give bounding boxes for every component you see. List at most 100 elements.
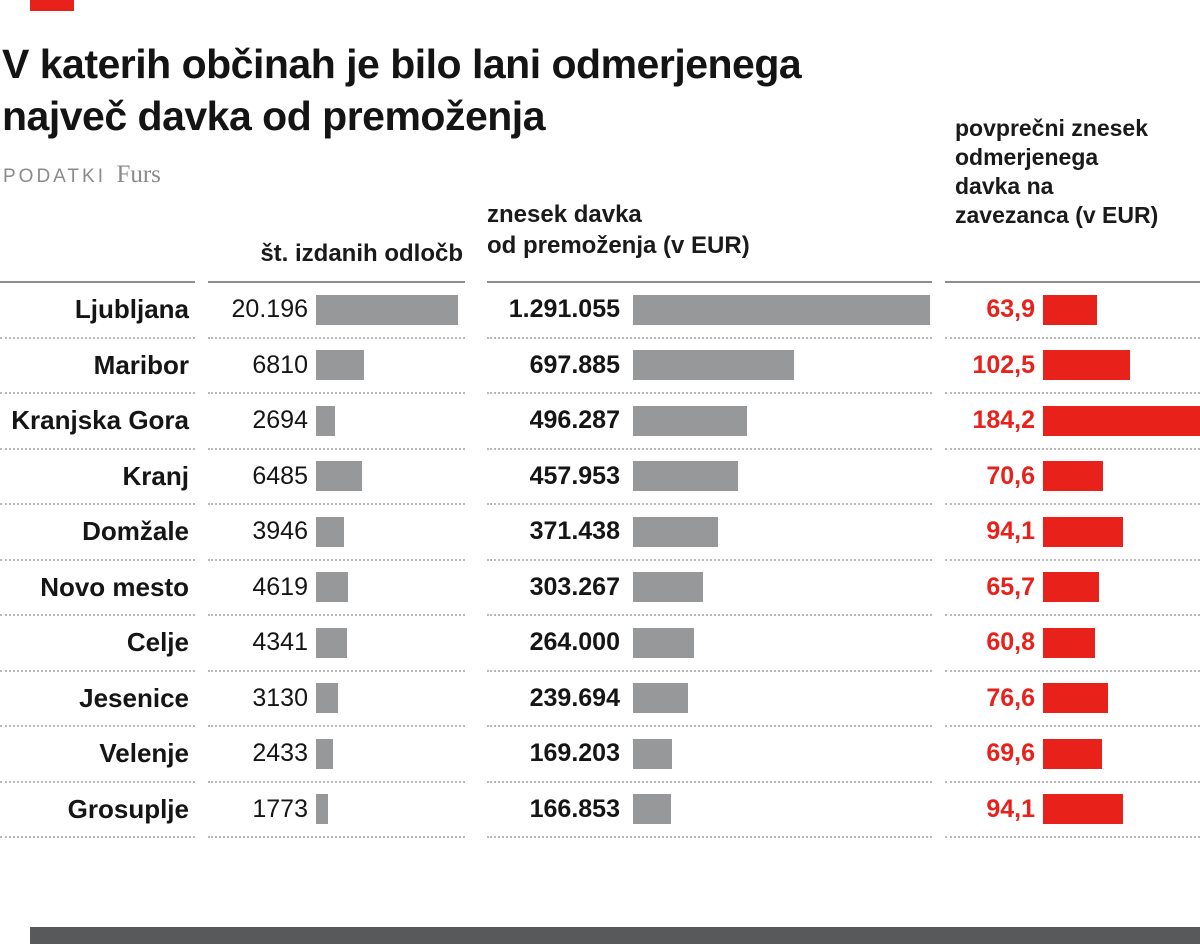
decisions-value: 4619 <box>252 572 308 601</box>
decisions-cell: 1773 <box>208 783 465 838</box>
decisions-cell: 2433 <box>208 727 465 783</box>
average-bar <box>1043 683 1109 714</box>
decisions-bar <box>316 572 349 603</box>
page-title-line1: V katerih občinah je bilo lani odmerjene… <box>2 41 802 87</box>
average-value: 63,9 <box>986 295 1035 324</box>
tax-bar <box>633 683 689 714</box>
decisions-bar <box>316 516 344 547</box>
column-gap <box>465 783 487 839</box>
column-gap <box>465 283 487 339</box>
column-gap <box>195 783 208 839</box>
column-gap <box>932 283 945 339</box>
decisions-bar <box>316 627 347 658</box>
column-gap <box>465 672 487 728</box>
municipality-cell: Grosuplje <box>0 783 195 838</box>
source-name: Furs <box>116 161 161 188</box>
municipality-label: Kranj <box>122 460 189 491</box>
municipality-label: Grosuplje <box>67 793 189 824</box>
municipality-label: Celje <box>126 627 189 658</box>
decisions-bar <box>316 738 334 769</box>
tax-cell: 371.438 <box>487 505 932 561</box>
average-cell: 94,1 <box>945 783 1200 838</box>
tax-cell: 457.953 <box>487 450 932 505</box>
column-gap <box>195 394 208 450</box>
municipality-cell: Maribor <box>0 339 195 394</box>
tax-value: 239.694 <box>529 683 620 712</box>
average-bar <box>1043 461 1104 492</box>
header-rule-average <box>945 281 1200 283</box>
decisions-cell: 3130 <box>208 672 465 727</box>
decisions-bar <box>316 794 329 825</box>
tax-value: 264.000 <box>529 628 620 657</box>
column-header-average-line3: davka na <box>955 173 1054 199</box>
tax-value: 169.203 <box>529 739 620 768</box>
table-row: Maribor 6810 697.885 102,5 <box>0 339 1200 394</box>
tax-value: 1.291.055 <box>508 295 620 324</box>
average-bar <box>1043 794 1124 825</box>
average-bar <box>1043 350 1131 381</box>
average-value: 76,6 <box>986 683 1035 712</box>
column-gap <box>195 616 208 672</box>
average-value: 60,8 <box>986 628 1035 657</box>
municipality-label: Ljubljana <box>74 294 189 325</box>
table-row: Ljubljana 20.196 1.291.055 63,9 <box>0 283 1200 339</box>
decisions-value: 2433 <box>252 739 308 768</box>
top-accent-mark <box>30 0 74 11</box>
table-row: Jesenice 3130 239.694 76,6 <box>0 672 1200 728</box>
tax-bar <box>633 516 719 547</box>
column-header-tax-line1: znesek davka <box>487 201 642 228</box>
municipality-cell: Velenje <box>0 727 195 783</box>
decisions-value: 6810 <box>252 350 308 379</box>
column-header-average-line1: povprečni znesek <box>955 115 1149 141</box>
average-cell: 102,5 <box>945 339 1200 394</box>
tax-cell: 303.267 <box>487 561 932 616</box>
column-gap <box>932 561 945 617</box>
decisions-bar <box>316 405 335 436</box>
municipality-label: Kranjska Gora <box>11 405 189 436</box>
header-rule-tax <box>487 281 932 283</box>
average-cell: 60,8 <box>945 616 1200 672</box>
data-source: PODATKI Furs <box>3 161 161 189</box>
table-row: Celje 4341 264.000 60,8 <box>0 616 1200 672</box>
table-row: Novo mesto 4619 303.267 65,7 <box>0 561 1200 617</box>
average-value: 94,1 <box>986 517 1035 546</box>
municipality-label: Maribor <box>93 349 189 380</box>
municipality-cell: Kranjska Gora <box>0 394 195 450</box>
municipality-cell: Domžale <box>0 505 195 561</box>
column-header-tax: znesek davka od premoženja (v EUR) <box>487 199 750 261</box>
decisions-value: 1773 <box>252 794 308 823</box>
municipality-label: Jesenice <box>79 682 189 713</box>
municipality-cell: Celje <box>0 616 195 672</box>
tax-bar <box>633 461 739 492</box>
column-gap <box>932 672 945 728</box>
average-bar <box>1043 294 1098 325</box>
average-bar <box>1043 738 1103 769</box>
page-title: V katerih občinah je bilo lani odmerjene… <box>2 38 802 142</box>
tax-value: 697.885 <box>529 350 620 379</box>
source-label: PODATKI <box>3 166 106 187</box>
decisions-value: 4341 <box>252 628 308 657</box>
footer-bar <box>30 927 1200 944</box>
column-gap <box>465 505 487 561</box>
table-row: Domžale 3946 371.438 94,1 <box>0 505 1200 561</box>
column-gap <box>195 450 208 506</box>
tax-value: 166.853 <box>529 794 620 823</box>
average-cell: 184,2 <box>945 394 1200 450</box>
average-cell: 65,7 <box>945 561 1200 616</box>
tax-cell: 239.694 <box>487 672 932 727</box>
decisions-bar <box>316 294 458 325</box>
average-value: 70,6 <box>986 461 1035 490</box>
decisions-bar <box>316 461 362 492</box>
average-bar <box>1043 627 1095 658</box>
table-body: Ljubljana 20.196 1.291.055 63,9 Maribor … <box>0 283 1200 838</box>
tax-bar <box>633 738 672 769</box>
tax-cell: 264.000 <box>487 616 932 672</box>
decisions-cell: 4619 <box>208 561 465 616</box>
average-bar <box>1043 516 1124 547</box>
average-value: 94,1 <box>986 794 1035 823</box>
table-row: Grosuplje 1773 166.853 94,1 <box>0 783 1200 839</box>
column-gap <box>465 450 487 506</box>
column-gap <box>465 561 487 617</box>
column-gap <box>195 727 208 783</box>
tax-bar <box>633 627 694 658</box>
